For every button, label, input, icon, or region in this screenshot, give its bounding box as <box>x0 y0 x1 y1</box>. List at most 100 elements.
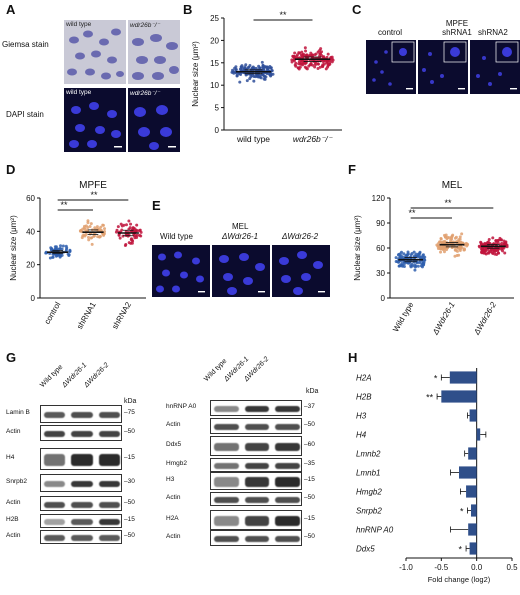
data-point <box>59 244 63 248</box>
data-point <box>299 53 303 57</box>
dapi-wildtype-caption: wild type <box>66 89 92 96</box>
panel-letter-b: B <box>183 2 193 17</box>
g-left-lane-headers: Wild type ΔWdr26-1 ΔWdr26-2 <box>36 352 146 400</box>
data-point <box>290 58 294 62</box>
blot-strip <box>40 448 122 470</box>
data-point <box>258 66 262 70</box>
data-point <box>88 224 92 228</box>
blot-band <box>71 501 93 508</box>
blot-strip <box>40 530 122 544</box>
blot-strip <box>40 474 122 492</box>
molecular-weight-marker: –15 <box>124 516 135 523</box>
chart-d: MPFE 0 20 40 60 Nuclear size (μm²) control shRN… <box>9 180 146 331</box>
data-point <box>321 65 325 69</box>
data-point <box>477 244 481 248</box>
data-point <box>44 250 48 254</box>
chart-title: MPFE <box>79 180 107 191</box>
blot-band <box>44 519 66 525</box>
data-point <box>457 238 461 242</box>
x-tick-label: shRNA1 <box>75 300 98 331</box>
molecular-weight-marker: –15 <box>304 515 315 522</box>
y-tick-label: 40 <box>26 227 35 236</box>
data-point <box>101 223 105 227</box>
category-label: H2A <box>356 374 372 383</box>
c-control-label: control <box>378 28 403 37</box>
data-point <box>257 64 261 68</box>
panel-letter-f: F <box>348 162 356 177</box>
c-shrna2-image <box>470 40 520 94</box>
data-point <box>504 240 508 244</box>
data-point <box>308 63 312 67</box>
giemsa-mutant-caption: wdr26b⁻/⁻ <box>130 22 160 29</box>
bar <box>459 466 477 479</box>
data-point <box>61 244 65 248</box>
blot-strip <box>210 510 302 530</box>
molecular-weight-marker: –50 <box>304 494 315 501</box>
blot-row-label: Ddx5 <box>166 441 182 448</box>
data-point <box>423 258 427 262</box>
data-point <box>439 236 443 240</box>
data-point <box>95 225 99 229</box>
data-point <box>491 236 495 240</box>
data-point <box>496 241 500 245</box>
blot-band <box>71 481 93 487</box>
data-point <box>239 65 243 69</box>
data-point <box>98 235 102 239</box>
e-delta1-image <box>212 245 270 297</box>
bar <box>476 428 481 441</box>
data-point <box>457 253 461 257</box>
data-point <box>65 246 69 250</box>
data-point <box>135 233 139 237</box>
blot-band <box>44 412 66 418</box>
blot-band <box>275 463 300 469</box>
y-tick-label: 5 <box>215 104 220 113</box>
data-point <box>394 260 398 264</box>
data-point <box>442 247 446 251</box>
data-point <box>293 51 297 55</box>
data-point <box>295 54 299 58</box>
blot-strip <box>210 418 302 434</box>
significance-star: * <box>460 507 464 517</box>
data-point <box>261 72 265 76</box>
blot-band <box>275 443 300 451</box>
blot-row-label: hnRNP A0 <box>166 403 197 410</box>
data-point <box>244 63 248 67</box>
data-point <box>303 65 307 69</box>
dapi-mutant-cells <box>134 105 176 150</box>
blot-row-label: Actin <box>166 421 181 428</box>
data-point <box>503 251 507 255</box>
blot-band <box>71 412 93 418</box>
data-point <box>252 74 256 78</box>
y-tick-label: 20 <box>210 36 219 45</box>
blot-band <box>214 406 239 412</box>
data-point <box>249 75 253 79</box>
blot-band <box>71 535 93 541</box>
blot-band <box>244 443 270 451</box>
c-control-cells <box>372 41 415 90</box>
blot-band <box>244 406 270 412</box>
blot-band <box>275 497 300 503</box>
data-point <box>135 223 139 227</box>
blot-band <box>98 412 120 418</box>
y-tick-label: 60 <box>26 194 35 203</box>
data-point <box>291 55 295 59</box>
data-point <box>417 253 421 257</box>
blot-band <box>214 516 239 526</box>
data-point <box>495 253 499 257</box>
y-tick-label: 20 <box>26 261 35 270</box>
e-wildtype-image <box>152 245 210 297</box>
data-point <box>418 250 422 254</box>
data-point <box>127 219 131 223</box>
category-label: Snrpb2 <box>356 507 382 516</box>
blot-band <box>244 516 270 526</box>
data-point <box>83 227 87 231</box>
y-tick-label: 0 <box>215 126 220 135</box>
category-label: H4 <box>356 431 367 440</box>
data-point <box>319 52 323 56</box>
data-point <box>87 238 91 242</box>
blot-band <box>71 454 93 466</box>
data-point <box>116 225 120 229</box>
giemsa-stain-label: Giemsa stain <box>2 40 49 49</box>
blot-band <box>275 516 300 526</box>
data-point <box>86 235 90 239</box>
